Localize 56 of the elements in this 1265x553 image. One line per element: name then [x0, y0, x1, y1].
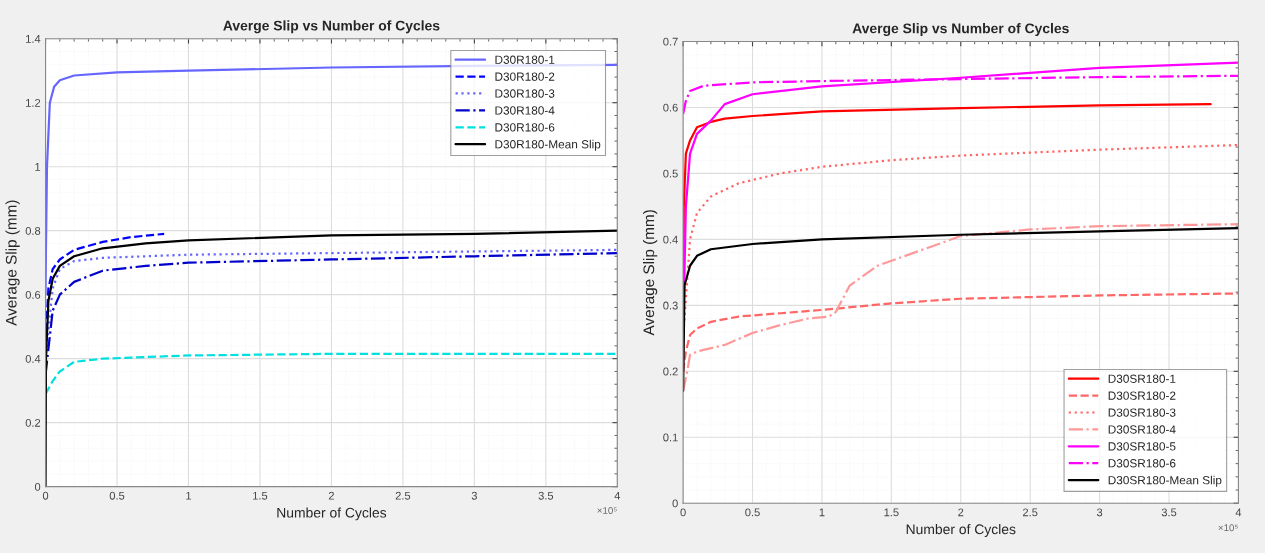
x-tick-label: 3 — [471, 491, 477, 500]
legend-label: D30R180-1 — [495, 55, 555, 64]
text: ×10⁵ — [597, 507, 617, 514]
x-tick-label: 4 — [614, 491, 621, 500]
y-tick-label: 0.8 — [25, 226, 41, 235]
y-tick-label: 0.1 — [663, 433, 678, 442]
x-tick-label: 2 — [958, 508, 964, 517]
x-tick-label: 2.5 — [1023, 508, 1038, 517]
x-tick-label: 1 — [819, 508, 825, 517]
y-tick-label: 1.2 — [26, 98, 41, 107]
y-tick-label: 0.2 — [663, 367, 678, 376]
legend-label: D30SR180-2 — [1108, 391, 1176, 400]
legend-label: D30SR180-1 — [1108, 374, 1176, 383]
text: ×10⁵ — [1218, 524, 1238, 532]
legend-label: D30R180-2 — [495, 72, 555, 81]
legend-label: D30SR180-5 — [1108, 442, 1176, 451]
x-tick-label: 4 — [1235, 508, 1242, 517]
x-tick-label: 0 — [42, 491, 49, 500]
legend-label: D30SR180-Mean Slip — [1108, 475, 1222, 487]
y-tick-label: 1 — [35, 163, 41, 171]
y-tick-label: 0 — [672, 499, 678, 508]
y-tick-label: 0.6 — [25, 290, 41, 299]
y-tick-label: 0.7 — [663, 37, 678, 46]
x-tick-label: 3 — [1096, 508, 1103, 517]
y-tick-label: 0.6 — [663, 103, 678, 112]
x-tick-label: 0.5 — [109, 491, 125, 500]
line-series — [45, 352, 618, 395]
legend-label: D30SR180-6 — [1108, 459, 1176, 468]
chart-title: Averge Slip vs Number of Cycles — [852, 23, 1069, 37]
chart-title: Averge Slip vs Number of Cycles — [223, 20, 440, 34]
x-axis-title: Number of Cycles — [277, 507, 387, 521]
y-tick-label: 0.4 — [25, 354, 41, 363]
legend-label: D30SR180-3 — [1108, 408, 1176, 417]
legend-label: D30R180-4 — [495, 106, 555, 115]
y-tick-label: 0.5 — [663, 169, 678, 178]
legend-label: D30R180-6 — [495, 123, 555, 132]
x-tick-label: 2.5 — [395, 491, 411, 500]
y-axis-title: Average Slip (mm) — [5, 200, 20, 326]
y-tick-label: 0 — [34, 482, 41, 491]
y-tick-label: 0.3 — [663, 301, 678, 310]
x-tick-label: 1.5 — [253, 491, 268, 500]
x-tick-label: 0 — [680, 508, 686, 517]
legend-label: D30SR180-4 — [1108, 425, 1176, 434]
x-tick-label: 1 — [186, 491, 192, 500]
legend-label: D30R180-Mean Slip — [495, 139, 601, 151]
x-tick-label: 0.5 — [745, 508, 760, 517]
x-axis-title: Number of Cycles — [906, 524, 1016, 537]
x-tick-label: 3.5 — [538, 491, 554, 500]
y-tick-label: 0.4 — [663, 235, 678, 244]
y-tick-label: 0.2 — [25, 418, 41, 427]
y-axis-title: Average Slip (mm) — [643, 210, 658, 336]
x-tick-label: 1.5 — [884, 508, 899, 517]
y-tick-label: 1.4 — [26, 35, 41, 43]
x-tick-label: 3.5 — [1161, 508, 1177, 517]
legend-label: D30R180-3 — [495, 89, 555, 98]
x-tick-label: 2 — [328, 491, 334, 500]
